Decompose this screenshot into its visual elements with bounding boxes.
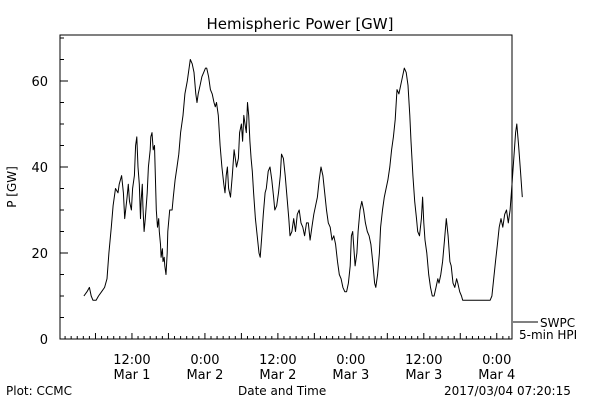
x-tick-date-label: Mar 1 <box>113 368 150 383</box>
footer-x-axis-label: Date and Time <box>238 384 327 398</box>
x-tick-date-label: Mar 3 <box>405 368 442 383</box>
x-tick-time-label: 12:00 <box>113 353 150 368</box>
footer-timestamp: 2017/03/04 07:20:15 <box>444 384 571 398</box>
y-tick-label: 0 <box>40 333 48 348</box>
y-axis-label: P [GW] <box>5 166 19 208</box>
series-line-hpi <box>83 59 523 301</box>
legend-label-swpc: SWPC <box>540 316 575 330</box>
x-tick-date-label: Mar 2 <box>186 368 223 383</box>
x-tick-date-label: Mar 4 <box>478 368 515 383</box>
x-tick-date-label: Mar 3 <box>332 368 369 383</box>
x-tick-time-label: 12:00 <box>405 353 442 368</box>
y-tick-label: 20 <box>31 247 48 262</box>
y-tick-label: 40 <box>31 161 48 176</box>
x-tick-time-label: 0:00 <box>190 353 219 368</box>
y-axis: 0 20 40 60 <box>31 37 68 348</box>
x-tick-date-label: Mar 2 <box>259 368 296 383</box>
legend-label-hpi: 5-min HPI <box>519 328 577 342</box>
y-tick-label: 60 <box>31 75 48 90</box>
chart-title: Hemispheric Power [GW] <box>207 15 394 33</box>
footer-plot-credit: Plot: CCMC <box>6 384 72 398</box>
x-tick-time-label: 0:00 <box>482 353 511 368</box>
x-tick-time-label: 0:00 <box>336 353 365 368</box>
x-tick-time-label: 12:00 <box>259 353 296 368</box>
